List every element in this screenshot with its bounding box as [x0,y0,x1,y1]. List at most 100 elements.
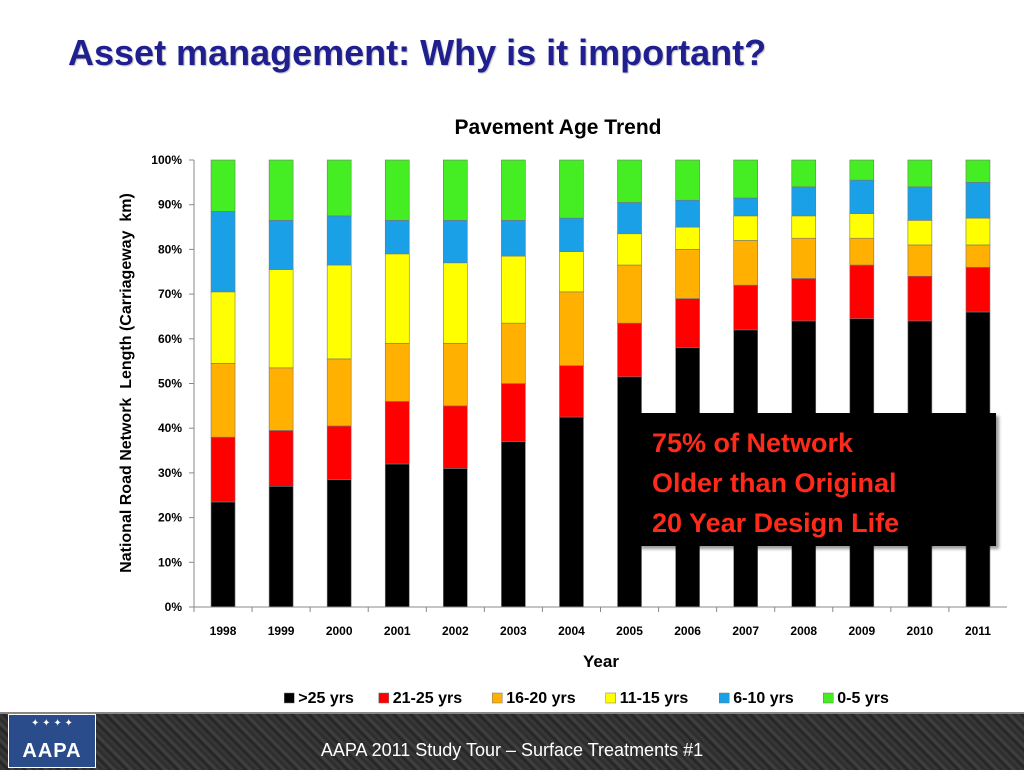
y-tick-label: 0% [165,600,183,614]
bar-segment [791,215,817,239]
bar-segment [675,226,700,250]
legend-label: 6-10 yrs [733,690,794,707]
bar-segment [268,430,294,487]
bar-segment [384,159,410,221]
bar-segment [617,159,642,203]
stacked-bar-chart: 0%10%20%30%40%50%60%70%80%90%100% 1998 19… [118,153,1007,707]
legend-swatch [378,692,389,704]
callout-line-2: Older than Original [652,468,897,498]
bar-segment [559,291,584,366]
legend-label: 16-20 yrs [506,690,575,707]
bar-segment [965,159,991,183]
y-tick-label: 10% [158,555,182,569]
stars-icon: ✦ ✦ ✦ ✦ [31,718,73,729]
callout-line-3: 20 Year Design Life [652,508,900,538]
legend-label: 21-25 yrs [393,690,462,707]
x-tick-label: 2011 [965,624,991,638]
legend-swatch [719,692,730,704]
aapa-logo: ✦ ✦ ✦ ✦ AAPA [8,714,96,768]
legend-label: 11-15 yrs [620,690,689,707]
bar-segment [907,244,933,277]
bar-segment [617,264,642,324]
bar-segment [559,217,584,252]
bar-segment [326,358,352,427]
x-axis-label: Year [583,652,619,671]
bar-segment [733,284,758,331]
bar-segment [907,159,933,188]
bar-segment [443,405,468,469]
bar-segment [733,159,758,199]
bar-segment [268,367,294,431]
y-tick-label: 60% [158,332,182,346]
bar-segment [501,441,526,608]
y-tick-label: 40% [158,421,182,435]
y-tick-label: 90% [158,198,182,212]
bar-segment [210,501,236,608]
bar-segment [907,275,933,322]
bar-segment [559,251,584,293]
bar-segment [326,159,352,217]
bar-segment [501,322,526,384]
x-tick-label: 2000 [326,624,353,638]
bar-segment [384,401,410,465]
bar-segment [326,215,352,266]
footer-text: AAPA 2011 Study Tour – Surface Treatment… [320,740,704,760]
bar-segment [907,220,933,246]
legend-label: >25 yrs [298,690,354,707]
x-tick-label: 1999 [268,624,295,638]
bar-segment [791,278,817,322]
x-tick-label: 2006 [674,624,701,638]
bar-segment [965,266,991,313]
bar-segment [791,237,817,279]
bar-segment [965,182,991,219]
chart-title: Pavement Age Trend [454,116,662,139]
bar-segment [384,463,410,608]
bar-segment [443,262,468,344]
bar-segment [617,202,642,235]
bar-segment [268,269,294,369]
x-tick-label: 2003 [500,624,527,638]
y-axis-label: National Road Network Length (Carriagewa… [118,193,135,573]
bar-segment [617,322,642,378]
x-tick-label: 2005 [616,624,643,638]
y-tick-label: 20% [158,511,182,525]
x-tick-label: 2009 [848,624,875,638]
bar-segment [849,213,875,239]
bar-segment [733,215,758,241]
bar-segment [559,365,584,418]
bar-segment [675,159,700,201]
x-tick-label: 2004 [558,624,585,638]
x-tick-label: 2002 [442,624,469,638]
legend-swatch [284,692,295,704]
bar-segment [965,217,991,246]
bar-segment [210,436,236,503]
bar-segment [849,264,875,319]
bar-segment [268,159,294,221]
bar-segment [965,244,991,268]
bar-segment [501,159,526,221]
y-tick-label: 80% [158,242,182,256]
x-tick-label: 1998 [210,624,237,638]
bar-segment [443,468,468,608]
legend: >25 yrs 21-25 yrs 16-20 yrs 11-15 yrs 6-10 y… [284,690,889,707]
bar-segment [384,220,410,255]
bar-segment [675,199,700,228]
x-tick-label: 2010 [907,624,934,638]
x-tick-label: 2007 [732,624,759,638]
bar-segment [268,486,294,608]
x-tick-label: 2001 [384,624,411,638]
bar-segment [501,383,526,442]
bar-segment [210,363,236,438]
bar-segment [384,342,410,402]
callout-line-1: 75% of Network [652,428,854,458]
y-tick-label: 100% [151,153,182,167]
y-tick-label: 30% [158,466,182,480]
bars [210,159,991,608]
bar-segment [210,291,236,364]
bar-segment [733,197,758,217]
y-tick-label: 70% [158,287,182,301]
bar-segment [326,425,352,480]
bar-segment [559,416,584,608]
bar-segment [501,255,526,324]
bar-segment [907,186,933,221]
